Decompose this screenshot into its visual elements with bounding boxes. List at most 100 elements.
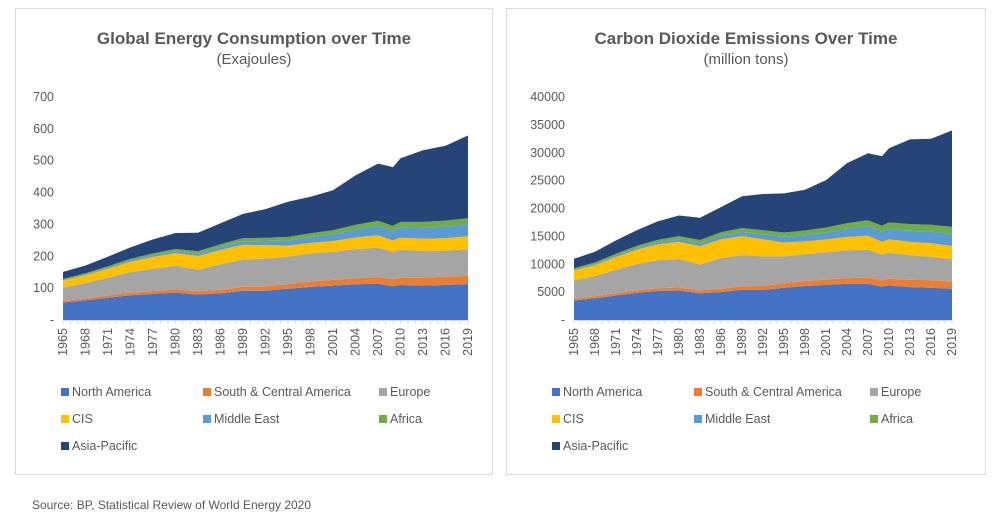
x-tick-label: 2016	[439, 328, 453, 356]
x-tick-label: 1974	[124, 328, 138, 356]
legend-item: South & Central America	[203, 385, 351, 399]
legend-item: Asia-Pacific	[552, 439, 628, 453]
area-middle-east	[574, 226, 952, 271]
legend-swatch	[870, 388, 878, 396]
co2-chart-panel: Carbon Dioxide Emissions Over Time (mill…	[506, 8, 986, 475]
x-tick-label: 2001	[326, 328, 340, 356]
legend-label: CIS	[563, 412, 584, 426]
area-south-central-america	[574, 277, 952, 301]
legend-label: Asia-Pacific	[72, 439, 138, 453]
legend-item: Africa	[870, 412, 913, 426]
legend-item: CIS	[61, 412, 93, 426]
y-tick-label: 400	[33, 186, 54, 200]
x-tick-label: 1998	[798, 328, 812, 356]
x-tick-label: 2001	[819, 328, 833, 356]
y-tick-label: 40000	[530, 90, 565, 104]
energy-chart-panel: Global Energy Consumption over Time (Exa…	[15, 8, 493, 475]
legend-label: South & Central America	[705, 385, 842, 399]
chart-title: Carbon Dioxide Emissions Over Time	[594, 29, 898, 48]
area-europe	[63, 247, 468, 301]
x-tick-label: 2016	[924, 328, 938, 356]
x-tick-label: 1965	[567, 328, 581, 356]
x-tick-label: 2004	[349, 328, 363, 356]
x-tick-label: 2010	[882, 328, 896, 356]
y-tick-label: 100	[33, 281, 54, 295]
legend-label: Asia-Pacific	[563, 439, 629, 453]
legend-label: Europe	[390, 385, 431, 399]
x-tick-label: 1974	[630, 328, 644, 356]
area-south-central-america	[63, 275, 468, 303]
x-tick-label: 1992	[756, 328, 770, 356]
y-tick-label: 30000	[530, 146, 565, 160]
source-note: Source: BP, Statistical Review of World …	[32, 498, 312, 512]
legend-swatch	[552, 388, 560, 396]
x-tick-label: 2004	[840, 328, 854, 356]
area-north-america	[574, 283, 952, 320]
chart-subtitle: (million tons)	[703, 51, 789, 68]
x-tick-label: 1968	[588, 328, 602, 356]
legend-label: North America	[563, 385, 643, 399]
legend-item: South & Central America	[694, 385, 842, 399]
area-asia-pacific	[63, 135, 468, 279]
y-tick-label: -	[50, 313, 54, 327]
y-tick-label: 300	[33, 217, 54, 231]
legend-label: Middle East	[705, 412, 771, 426]
x-tick-label: 1983	[693, 328, 707, 356]
x-tick-label: 1992	[259, 328, 273, 356]
legend-swatch	[61, 415, 69, 423]
x-tick-label: 1968	[79, 328, 93, 356]
x-tick-label: 1989	[236, 328, 250, 356]
y-tick-label: 600	[33, 122, 54, 136]
area-africa	[574, 220, 952, 270]
x-tick-label: 1971	[609, 328, 623, 356]
area-cis	[63, 235, 468, 288]
legend-item: CIS	[552, 412, 584, 426]
area-africa	[63, 218, 468, 280]
x-tick-label: 1983	[191, 328, 205, 356]
legend-label: South & Central America	[214, 385, 351, 399]
x-tick-label: 2019	[945, 328, 959, 356]
legend-swatch	[552, 415, 560, 423]
x-tick-label: 2013	[416, 328, 430, 356]
x-tick-label: 1995	[777, 328, 791, 356]
legend-item: Asia-Pacific	[61, 439, 137, 453]
y-tick-label: 700	[33, 90, 54, 104]
legend-swatch	[870, 415, 878, 423]
legend-label: North America	[72, 385, 152, 399]
legend-item: Europe	[379, 385, 430, 399]
x-tick-label: 1986	[714, 328, 728, 356]
x-tick-label: 2019	[461, 328, 475, 356]
legend-label: Europe	[881, 385, 922, 399]
chart-title: Global Energy Consumption over Time	[96, 29, 412, 48]
y-tick-label: 15000	[530, 229, 565, 243]
x-tick-label: 1980	[672, 328, 686, 356]
area-asia-pacific	[574, 130, 952, 269]
y-tick-label: 35000	[530, 118, 565, 132]
legend-label: Africa	[390, 412, 422, 426]
x-tick-label: 1971	[101, 328, 115, 356]
area-europe	[574, 249, 952, 299]
x-tick-label: 2007	[371, 328, 385, 356]
y-tick-label: 5000	[537, 285, 565, 299]
x-tick-label: 1977	[146, 328, 160, 356]
legend-swatch	[552, 442, 560, 450]
x-tick-label: 1977	[651, 328, 665, 356]
legend-item: Africa	[379, 412, 422, 426]
legend-swatch	[379, 415, 387, 423]
legend-item: Europe	[870, 385, 921, 399]
y-tick-label: 10000	[530, 257, 565, 271]
legend-swatch	[694, 415, 702, 423]
legend-item: North America	[61, 385, 151, 399]
x-tick-label: 2013	[903, 328, 917, 356]
area-cis	[574, 235, 952, 281]
co2-plot-area: - 5000 10000 15000 20000 25000 30000 35000 40000…	[530, 90, 959, 356]
x-tick-label: 2007	[861, 328, 875, 356]
legend-label: Middle East	[214, 412, 280, 426]
x-tick-label: 1989	[735, 328, 749, 356]
x-tick-label: 1998	[304, 328, 318, 356]
x-tick-label: 1995	[281, 328, 295, 356]
legend-swatch	[694, 388, 702, 396]
x-tick-label: 1986	[214, 328, 228, 356]
legend-label: CIS	[72, 412, 93, 426]
legend-item: Middle East	[694, 412, 770, 426]
